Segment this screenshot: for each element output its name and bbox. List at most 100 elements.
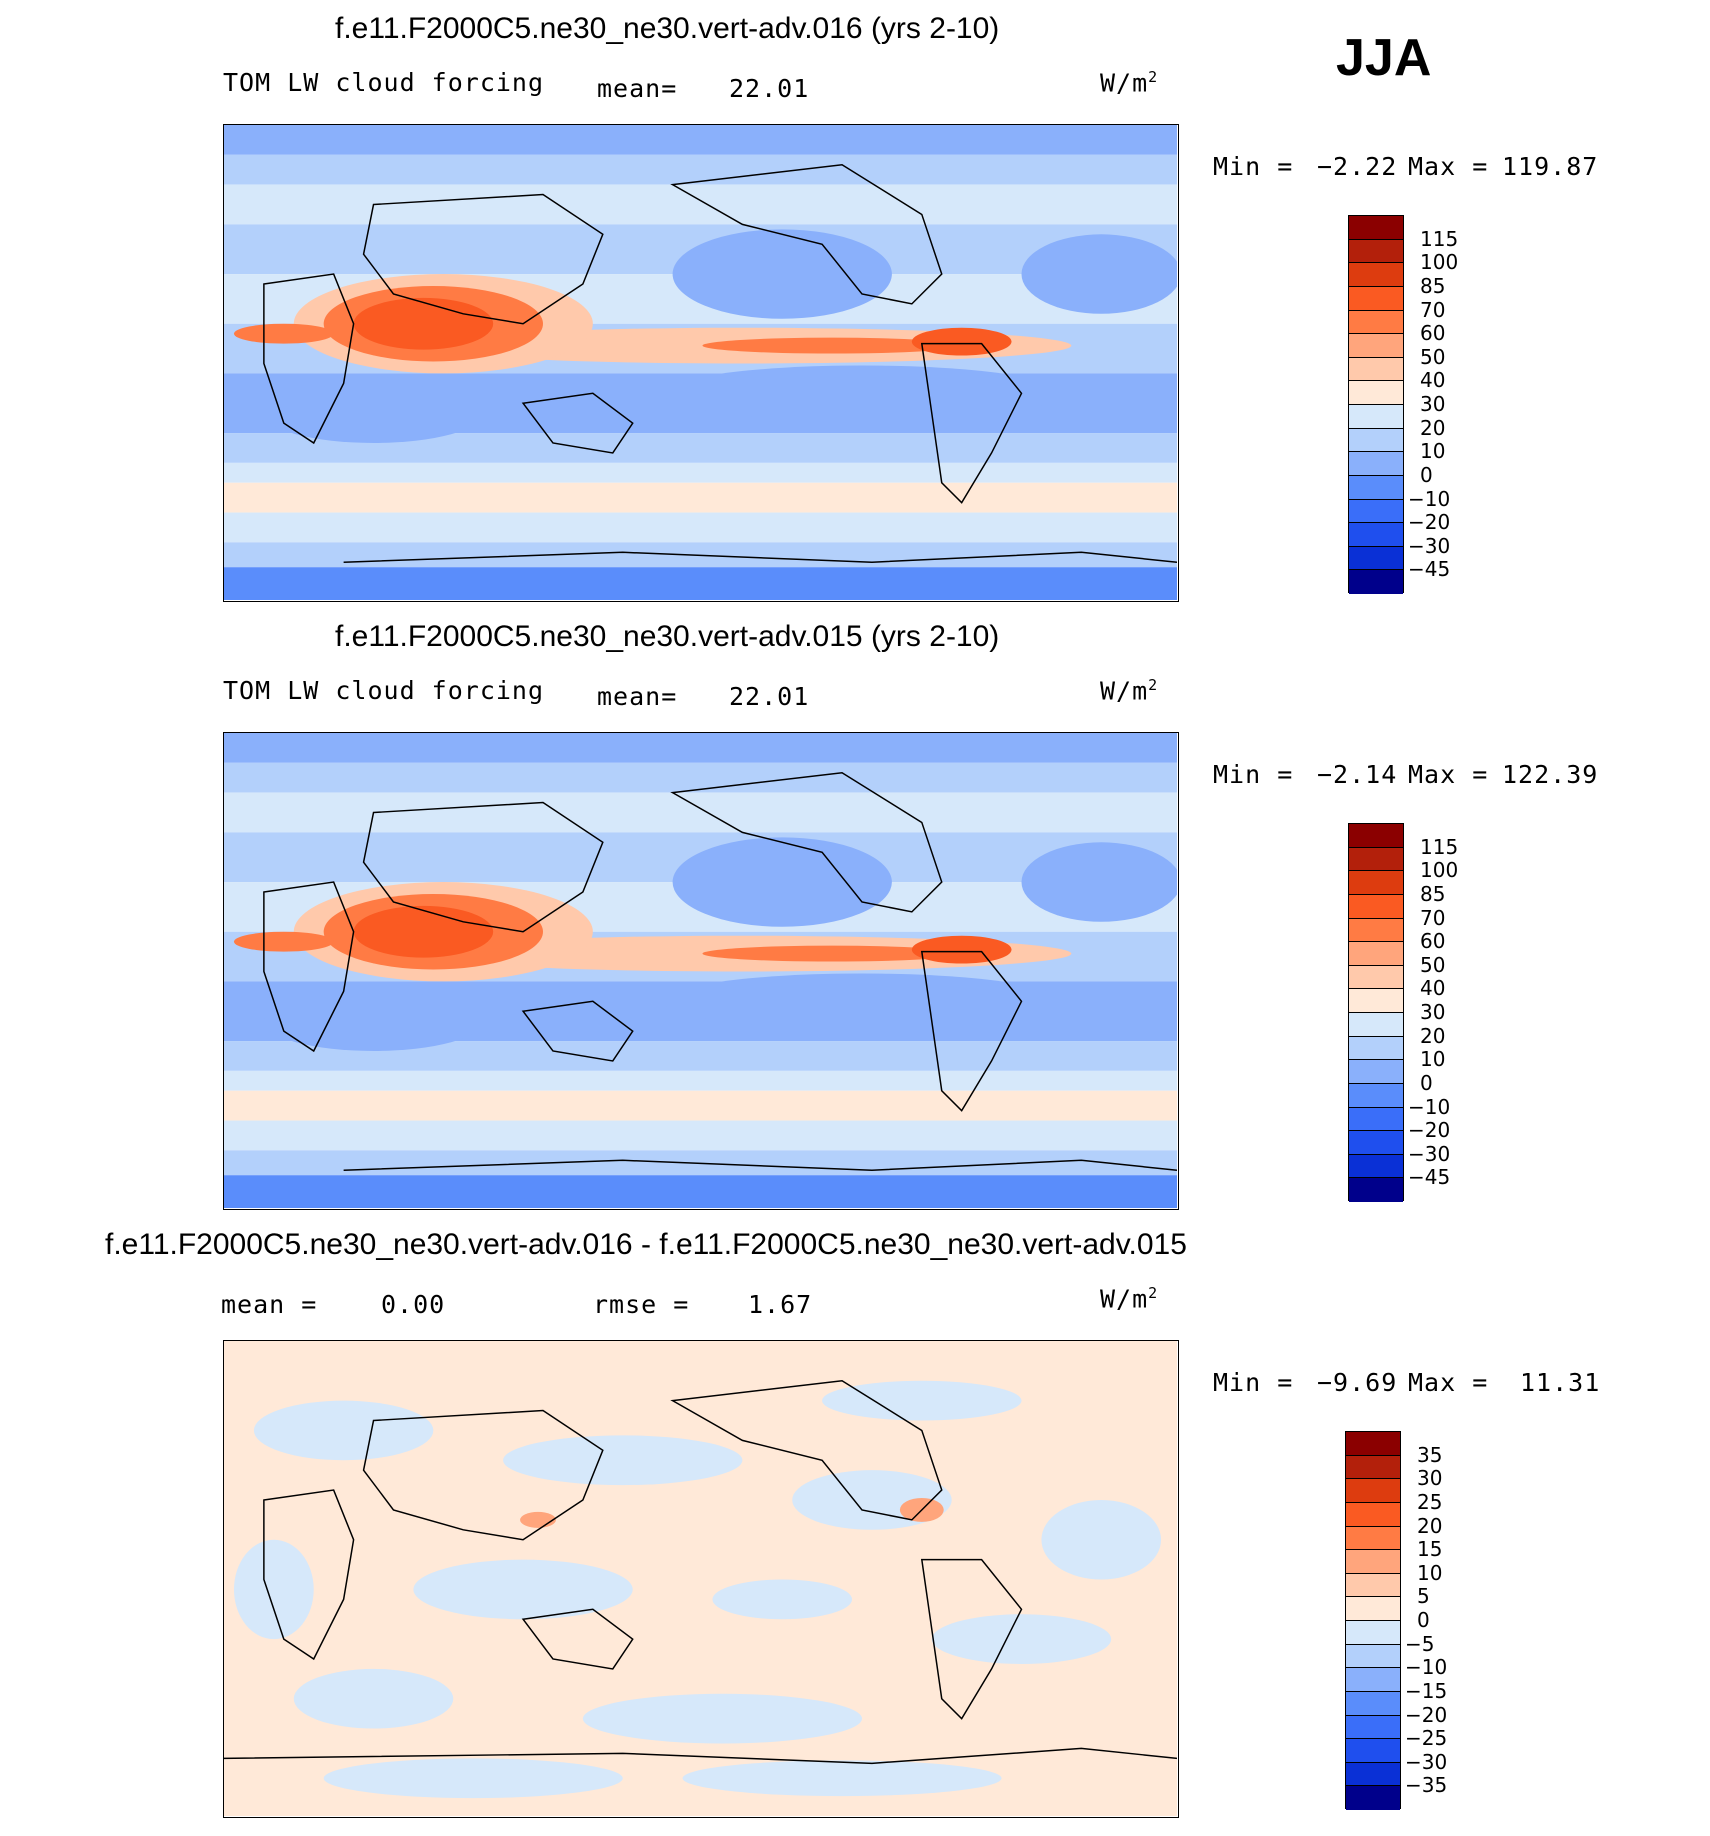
colorbar-swatch [1346,1432,1400,1456]
panel3-title: f.e11.F2000C5.ne30_ne30.vert-adv.016 - f… [105,1228,1187,1261]
colorbar-swatch [1349,1131,1403,1155]
panel3-colorbar [1345,1431,1401,1810]
colorbar-swatch [1349,918,1403,943]
colorbar-tick-label: 35 [1417,1442,1443,1467]
colorbar-swatch [1346,1739,1400,1763]
panel1-max-value: 119.87 [1502,152,1599,181]
panel3-min-label: Min = [1213,1368,1294,1397]
colorbar-swatch [1349,452,1403,476]
colorbar-tick-label: −20 [1405,1702,1448,1727]
colorbar-swatch [1349,216,1403,240]
colorbar-tick-label: 0 [1420,462,1433,487]
colorbar-tick-label: 30 [1417,1466,1443,1491]
colorbar-tick-label: 0 [1417,1608,1430,1632]
colorbar-tick-label: 100 [1420,250,1459,275]
colorbar-tick-label: 0 [1420,1070,1433,1095]
colorbar-tick-label: 115 [1420,834,1459,859]
colorbar-tick-label: −35 [1405,1773,1448,1798]
colorbar-swatch [1346,1455,1400,1480]
panel1-units: W/m2 [1100,68,1159,98]
colorbar-swatch [1349,475,1403,500]
panel2-colorbar [1348,823,1404,1202]
colorbar-tick-label: −45 [1408,1165,1451,1190]
colorbar-swatch [1346,1597,1400,1621]
colorbar-tick-label: 60 [1420,929,1446,954]
panel1-mean-label: mean= [597,74,678,103]
colorbar-tick-label: 30 [1420,392,1446,416]
colorbar-swatch [1346,1573,1400,1598]
colorbar-swatch [1349,334,1403,358]
panel1-title: f.e11.F2000C5.ne30_ne30.vert-adv.016 (yr… [335,12,1000,45]
colorbar-swatch [1349,546,1403,571]
colorbar-swatch [1346,1526,1400,1551]
panel1-min-label: Min = [1213,152,1294,181]
panel2-max-value: 122.39 [1502,760,1599,789]
map-field [224,125,1177,600]
colorbar-swatch [1349,1083,1403,1108]
colorbar-tick-label: −20 [1408,1118,1451,1143]
colorbar-swatch [1349,381,1403,405]
colorbar-swatch [1349,428,1403,453]
colorbar-tick-label: −20 [1408,510,1451,535]
colorbar-swatch [1349,1154,1403,1179]
colorbar-tick-label: 15 [1417,1537,1443,1562]
panel1-min-value: −2.22 [1317,152,1398,181]
colorbar-tick-label: −10 [1408,486,1451,511]
panel1-variable-label: TOM LW cloud forcing [223,68,545,97]
colorbar-swatch [1349,1036,1403,1061]
panel3-max-value: 11.31 [1520,1368,1601,1397]
colorbar-swatch [1346,1786,1400,1810]
colorbar-tick-label: 10 [1420,1047,1446,1072]
colorbar-swatch [1349,894,1403,919]
panel2-min-value: −2.14 [1317,760,1398,789]
colorbar-tick-label: −10 [1405,1655,1448,1680]
colorbar-swatch [1346,1479,1400,1503]
panel3-max-label: Max = [1408,1368,1489,1397]
colorbar-tick-label: 100 [1420,858,1459,883]
panel1-mean-value: 22.01 [729,74,810,103]
colorbar-tick-label: 5 [1417,1584,1430,1609]
colorbar-tick-label: −10 [1408,1094,1451,1119]
colorbar-swatch [1349,1178,1403,1202]
colorbar-tick-label: 50 [1420,952,1446,977]
panel2-title: f.e11.F2000C5.ne30_ne30.vert-adv.015 (yr… [335,620,1000,653]
colorbar-tick-label: 70 [1420,297,1446,322]
colorbar-swatch [1349,286,1403,311]
colorbar-tick-label: 20 [1420,415,1446,440]
colorbar-tick-label: −25 [1405,1726,1448,1751]
colorbar-swatch [1349,1107,1403,1132]
colorbar-tick-label: 50 [1420,344,1446,369]
panel2-min-label: Min = [1213,760,1294,789]
colorbar-swatch [1349,1013,1403,1037]
colorbar-swatch [1346,1691,1400,1716]
colorbar-swatch [1346,1502,1400,1527]
panel3-rmse-label: rmse = [593,1290,690,1319]
map-field [224,1341,1177,1816]
colorbar-swatch [1346,1762,1400,1787]
colorbar-swatch [1349,965,1403,990]
colorbar-swatch [1349,570,1403,594]
panel2-variable-label: TOM LW cloud forcing [223,676,545,705]
colorbar-swatch [1346,1550,1400,1574]
colorbar-tick-label: 115 [1420,226,1459,251]
colorbar-tick-label: 10 [1420,439,1446,464]
colorbar-tick-label: 30 [1420,1000,1446,1024]
colorbar-swatch [1349,1060,1403,1084]
panel2-mean-value: 22.01 [729,682,810,711]
panel3-mean-value: 0.00 [381,1290,446,1319]
panel1-colorbar [1348,215,1404,594]
panel3-map [223,1340,1179,1818]
colorbar-swatch [1349,263,1403,287]
colorbar-swatch [1349,824,1403,848]
colorbar-tick-label: 10 [1417,1560,1443,1585]
panel3-mean-label: mean = [221,1290,318,1319]
panel2-units: W/m2 [1100,676,1159,706]
panel2-map [223,732,1179,1210]
colorbar-swatch [1349,942,1403,966]
panel1-max-label: Max = [1408,152,1489,181]
colorbar-tick-label: 70 [1420,905,1446,930]
panel2-max-label: Max = [1408,760,1489,789]
panel3-rmse-value: 1.67 [748,1290,813,1319]
colorbar-swatch [1349,499,1403,524]
colorbar-swatch [1349,523,1403,547]
